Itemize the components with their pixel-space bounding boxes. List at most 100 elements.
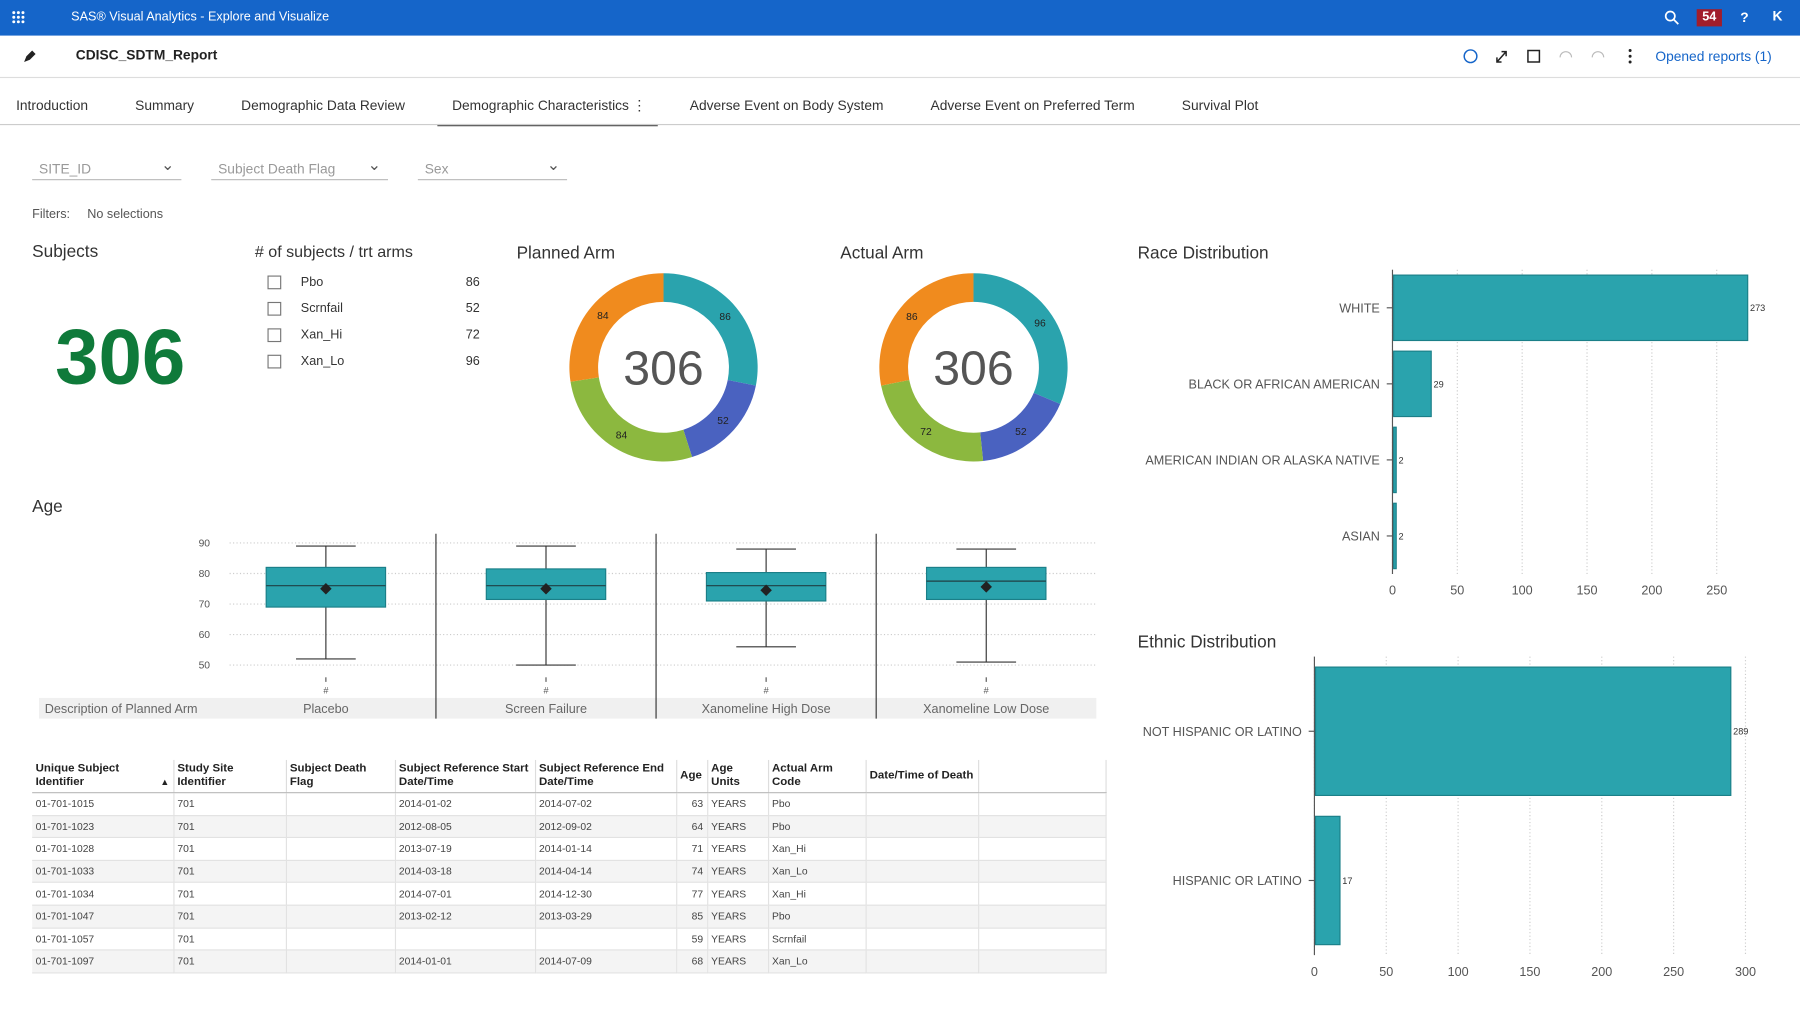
dropdown[interactable]: Sex bbox=[417, 150, 568, 181]
tab[interactable]: Demographic Data Review bbox=[241, 97, 405, 114]
checkbox[interactable] bbox=[267, 354, 282, 369]
table-cell: 701 bbox=[173, 950, 287, 974]
tab-menu[interactable]: ⋮ bbox=[632, 97, 647, 114]
table-cell: 701 bbox=[173, 882, 287, 906]
column-header[interactable]: Study Site Identifier bbox=[173, 759, 287, 794]
table-cell: Xan_Hi bbox=[767, 882, 867, 906]
y-tick-label: 80 bbox=[199, 569, 211, 580]
list-title: # of subjects / trt arms bbox=[254, 242, 413, 261]
layout-icon[interactable] bbox=[1527, 49, 1541, 63]
opened-reports[interactable]: Opened reports (1) bbox=[1655, 48, 1772, 65]
table-cell: Pbo bbox=[767, 792, 867, 816]
table-cell bbox=[978, 905, 1107, 929]
chart-title: Race Distribution bbox=[1138, 242, 1269, 262]
checkbox[interactable] bbox=[267, 328, 282, 343]
tab[interactable]: Introduction bbox=[16, 97, 89, 114]
table-cell bbox=[978, 860, 1107, 884]
expand-icon[interactable] bbox=[1496, 50, 1507, 63]
chart-title: Ethnic Distribution bbox=[1138, 631, 1277, 651]
donut-segment bbox=[879, 273, 974, 386]
segment-label: 72 bbox=[920, 427, 932, 438]
table-cell bbox=[285, 882, 396, 906]
redo-icon[interactable] bbox=[1591, 51, 1605, 58]
bar bbox=[1314, 815, 1341, 946]
table-cell: Pbo bbox=[767, 815, 867, 839]
more-icon[interactable] bbox=[1628, 49, 1632, 64]
checkbox[interactable] bbox=[267, 301, 282, 316]
table-row[interactable]: 01-701-1097 701 2014-01-01 2014-07-09 68 YEAR… bbox=[32, 950, 1107, 974]
chart-title: Actual Arm bbox=[840, 242, 923, 262]
sort-indicator[interactable]: ▲ bbox=[160, 777, 170, 788]
table-cell: 71 bbox=[676, 837, 708, 861]
table-row[interactable]: 01-701-1028 701 2013-07-19 2014-01-14 71 YEAR… bbox=[32, 837, 1107, 861]
y-tick-label: ASIAN bbox=[1342, 530, 1380, 544]
y-tick-label: 60 bbox=[199, 630, 211, 641]
donut-segment bbox=[683, 380, 756, 458]
column-header[interactable]: Subject Reference Start Date/Time bbox=[394, 759, 536, 794]
column-header[interactable]: Unique Subject Identifier ▲ bbox=[32, 759, 174, 794]
info-icon[interactable] bbox=[1463, 49, 1478, 64]
chart-title: Planned Arm bbox=[517, 242, 616, 262]
table-row[interactable]: 01-701-1015 701 2014-01-02 2014-07-02 63 YEAR… bbox=[32, 792, 1107, 816]
tab[interactable]: Survival Plot bbox=[1181, 97, 1259, 114]
bar bbox=[1393, 502, 1397, 570]
donut-segment bbox=[980, 392, 1061, 461]
tab[interactable]: Summary bbox=[135, 97, 195, 114]
table-row[interactable]: 01-701-1034 701 2014-07-01 2014-12-30 77 YEAR… bbox=[32, 882, 1107, 906]
donut-segment bbox=[569, 273, 664, 382]
dropdown[interactable]: SITE_ID bbox=[32, 150, 182, 181]
help-button[interactable]: ? bbox=[1740, 9, 1749, 26]
user-button[interactable]: K bbox=[1772, 8, 1783, 25]
table-cell: YEARS bbox=[707, 860, 769, 884]
donut-segment bbox=[663, 273, 758, 386]
dropdown[interactable]: Subject Death Flag bbox=[211, 150, 389, 181]
value-label: 17 bbox=[1342, 876, 1352, 886]
table-cell: Scrnfail bbox=[767, 927, 867, 951]
axis-band bbox=[39, 697, 1097, 719]
search-icon[interactable] bbox=[1664, 10, 1680, 25]
column-header[interactable]: Subject Death Flag bbox=[285, 759, 396, 794]
list-value: 96 bbox=[465, 354, 480, 369]
apps-icon[interactable] bbox=[11, 10, 25, 24]
mean-marker bbox=[980, 581, 992, 593]
edit-icon[interactable] bbox=[23, 49, 37, 63]
column-header[interactable]: Age Units bbox=[707, 759, 769, 794]
x-tick-label: 100 bbox=[1512, 584, 1533, 598]
table-cell: 63 bbox=[676, 792, 708, 816]
notification-badge[interactable]: 54 bbox=[1696, 9, 1722, 27]
x-tick-label: 50 bbox=[1379, 965, 1393, 979]
x-tick-symbol: # bbox=[984, 685, 990, 695]
y-tick-label: NOT HISPANIC OR LATINO bbox=[1143, 725, 1302, 739]
tab[interactable]: Adverse Event on Body System bbox=[689, 97, 884, 114]
table-row[interactable]: 01-701-1057 701 59 YEARS Scrnfail bbox=[32, 927, 1107, 951]
list-value: 52 bbox=[465, 301, 480, 316]
table-row[interactable]: 01-701-1047 701 2013-02-12 2013-03-29 85 YEAR… bbox=[32, 905, 1107, 929]
x-tick-label: 250 bbox=[1706, 584, 1727, 598]
undo-icon[interactable] bbox=[1559, 51, 1573, 58]
column-header[interactable]: Subject Reference End Date/Time bbox=[534, 759, 677, 794]
table-row[interactable]: 01-701-1033 701 2014-03-18 2014-04-14 74 YEAR… bbox=[32, 860, 1107, 884]
filter-value: No selections bbox=[87, 207, 164, 222]
table-cell: 01-701-1015 bbox=[32, 792, 174, 816]
app-title: SAS® Visual Analytics - Explore and Visu… bbox=[71, 10, 330, 25]
list-value: 72 bbox=[465, 328, 480, 343]
table-cell bbox=[865, 815, 979, 839]
table-cell: 701 bbox=[173, 792, 287, 816]
table-cell: 01-701-1034 bbox=[32, 882, 174, 906]
checkbox[interactable] bbox=[267, 275, 282, 290]
table-cell: 68 bbox=[676, 950, 708, 974]
table-cell: YEARS bbox=[707, 882, 769, 906]
column-header[interactable]: Date/Time of Death bbox=[865, 759, 979, 794]
table-cell: 2014-07-02 bbox=[534, 792, 677, 816]
chart-title: Age bbox=[32, 496, 63, 516]
table-cell bbox=[865, 905, 979, 929]
tab[interactable]: Demographic Characteristics ⋮ bbox=[437, 92, 658, 127]
table-row[interactable]: 01-701-1023 701 2012-08-05 2012-09-02 64 YEAR… bbox=[32, 815, 1107, 839]
column-header[interactable]: Age bbox=[676, 759, 708, 794]
kpi-value: 306 bbox=[55, 313, 186, 401]
tab[interactable]: Adverse Event on Preferred Term bbox=[930, 97, 1135, 114]
y-tick-label: BLACK OR AFRICAN AMERICAN bbox=[1189, 377, 1380, 391]
list-name: Xan_Lo bbox=[300, 354, 345, 369]
column-header[interactable]: Actual Arm Code bbox=[767, 759, 867, 794]
